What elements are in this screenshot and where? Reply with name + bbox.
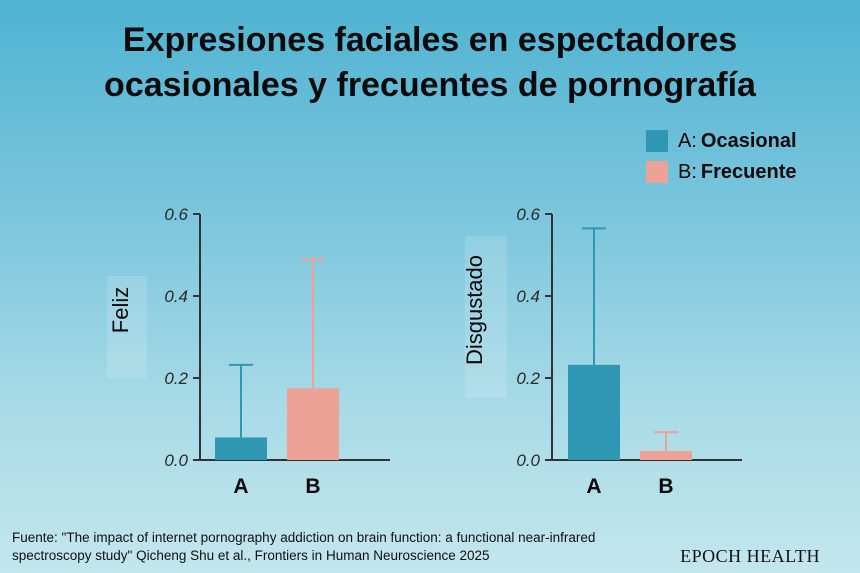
panel-1-bar-A (215, 437, 267, 460)
panel-1-y-tick-label-0: 0.0 (164, 451, 188, 470)
source-line-1: Fuente: "The impact of internet pornogra… (12, 530, 596, 545)
legend-label-a: Ocasional (700, 129, 797, 152)
panel-2-category-label-A: A (586, 475, 601, 498)
legend-item-b: B: Frecuente (646, 159, 797, 185)
legend-key-a: A: (678, 129, 697, 152)
panel-2-ylabel-box (465, 236, 507, 398)
chart-title-line-2: ocasionales y frecuentes de pornografía (104, 66, 756, 104)
panel-1-ylabel-box (107, 276, 147, 378)
legend-swatch-a (646, 130, 668, 152)
source-line-2: spectroscopy study" Qicheng Shu et al., … (12, 548, 490, 563)
panel-2-y-tick-label-0: 0.0 (516, 451, 540, 470)
panel-1-y-tick-label-1: 0.2 (164, 369, 188, 388)
panel-1-category-label-B: B (305, 475, 320, 498)
legend-swatch-b (646, 161, 668, 183)
legend-item-a: A: Ocasional (646, 128, 797, 154)
panel-2-ylabel: Disgustado (462, 255, 487, 365)
source-note: Fuente: "The impact of internet pornogra… (12, 529, 652, 565)
legend-key-b: B: (678, 160, 697, 183)
panel-1-y-tick-label-3: 0.6 (164, 205, 188, 224)
chart-title-line-1: Expresiones faciales en espectadores (122, 21, 738, 59)
panel-1-category-label-A: A (233, 475, 248, 498)
legend: A: Ocasional B: Frecuente (640, 124, 840, 204)
legend-label-b: Frecuente (700, 160, 797, 183)
panel-1-ylabel: Feliz (108, 287, 133, 333)
panel-2-y-tick-label-3: 0.6 (516, 205, 540, 224)
panel-2-category-label-B: B (658, 475, 673, 498)
panel-2-y-tick-label-2: 0.4 (516, 287, 540, 306)
panel-2-bar-A (568, 364, 620, 460)
chart-title: Expresiones faciales en espectadores oca… (0, 18, 860, 108)
panel-2-y-tick-label-1: 0.2 (516, 369, 540, 388)
brand-logo: EPOCH HEALTH (680, 546, 820, 566)
panel-1-bar-B (287, 388, 339, 460)
panel-2-bar-B (640, 450, 692, 460)
panel-1-y-tick-label-2: 0.4 (164, 287, 188, 306)
